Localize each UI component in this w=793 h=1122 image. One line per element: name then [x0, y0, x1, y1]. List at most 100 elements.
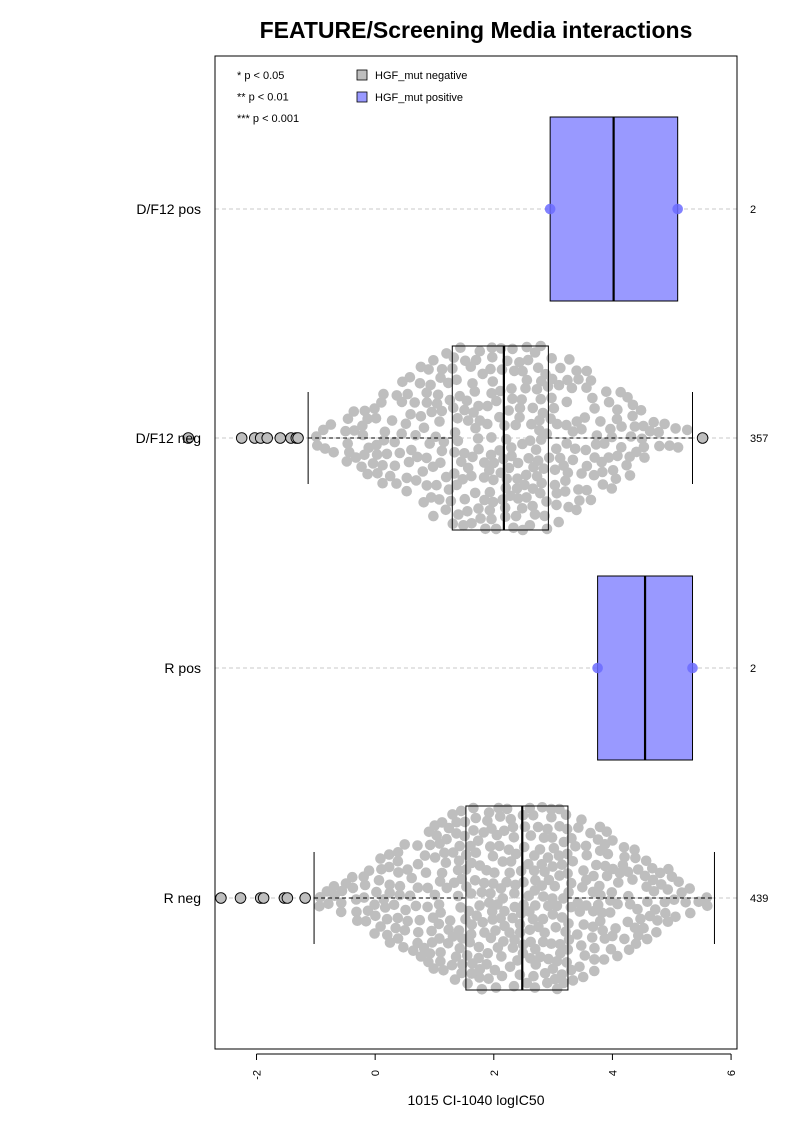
swarm-point [542, 852, 554, 863]
swarm-point [452, 890, 464, 902]
swarm-point [434, 876, 446, 887]
outlier-point [299, 892, 311, 904]
swarm-point [429, 889, 441, 901]
swarm-point [541, 523, 553, 535]
swarm-point [314, 901, 325, 912]
swarm-point [435, 457, 446, 469]
swarm-point [484, 505, 496, 516]
swarm-point [532, 455, 544, 467]
swarm-point [542, 823, 553, 835]
swarm-point [527, 810, 539, 821]
outlier-point [292, 432, 304, 444]
swarm-point [478, 827, 490, 838]
swarm-point [422, 882, 434, 894]
swarm-point [504, 867, 515, 879]
swarm-point [591, 859, 602, 871]
swarm-point [567, 975, 579, 986]
swarm-point [514, 357, 525, 368]
swarm-point [452, 435, 464, 447]
category-label: D/F12 pos [136, 201, 201, 217]
swarm-point [447, 847, 459, 858]
swarm-point [607, 930, 618, 942]
swarm-point [488, 474, 499, 486]
swarm-point [426, 406, 438, 418]
swarm-point [362, 413, 373, 425]
swarm-point [693, 896, 704, 908]
swarm-point [517, 365, 528, 377]
swarm-point [603, 396, 615, 408]
swarm-point [581, 849, 593, 861]
swarm-point [616, 442, 627, 453]
swarm-point [579, 950, 591, 961]
swarm-point [565, 877, 577, 889]
swarm-point [627, 399, 639, 411]
swarm-point [547, 861, 558, 872]
outlier-point [274, 432, 287, 444]
swarm-point [504, 961, 516, 973]
data-point [687, 662, 698, 674]
swarm-point [452, 413, 463, 424]
swarm-point [638, 441, 650, 453]
swarm-point [386, 415, 398, 426]
outlier-point [281, 892, 294, 904]
swarm-point [440, 471, 452, 483]
swarm-point [505, 813, 517, 825]
swarm-point [448, 877, 460, 889]
swarm-point [606, 887, 618, 898]
swarm-point [438, 436, 450, 448]
swarm-point [462, 415, 474, 426]
swarm-point [412, 882, 424, 893]
swarm-point [497, 893, 509, 904]
swarm-point [507, 912, 518, 924]
swarm-point [484, 897, 495, 908]
swarm-point [673, 876, 684, 888]
swarm-point [428, 355, 439, 366]
swarm-point [570, 841, 581, 852]
swarm-point [468, 825, 479, 836]
swarm-point [563, 918, 574, 929]
swarm-point [457, 959, 468, 970]
swarm-point [412, 451, 423, 463]
swarm-point [454, 840, 466, 852]
swarm-point [504, 927, 515, 938]
swarm-point [431, 830, 443, 841]
swarm-point [559, 486, 571, 497]
swarm-point [499, 905, 510, 917]
swarm-point [514, 969, 526, 981]
swarm-point [415, 951, 427, 962]
swarm-point [455, 805, 467, 817]
x-tick-label: 2 [489, 1070, 501, 1076]
swarm-point [547, 963, 559, 975]
swarm-point [630, 852, 641, 864]
swarm-point [607, 465, 619, 476]
swarm-point [592, 834, 604, 845]
swarm-point [486, 432, 497, 443]
swarm-point [508, 522, 519, 534]
swarm-point [342, 438, 354, 449]
swarm-point [447, 518, 459, 529]
swarm-point [588, 469, 600, 481]
swarm-point [629, 844, 640, 855]
swarm-point [589, 954, 600, 965]
swarm-point [420, 867, 432, 878]
swarm-point [391, 390, 403, 401]
swarm-point [447, 931, 459, 942]
swarm-point [641, 933, 653, 945]
swarm-point [581, 900, 592, 911]
swarm-point [455, 902, 466, 913]
swarm-point [604, 907, 616, 918]
swarm-point [394, 889, 406, 901]
swarm-point [528, 970, 539, 982]
swarm-point [476, 984, 488, 995]
swarm-point [392, 912, 404, 924]
category-label: D/F12 neg [136, 430, 201, 446]
swarm-point [516, 394, 527, 405]
x-axis: -2 0 2 4 6 [252, 1053, 738, 1080]
swarm-point [612, 450, 623, 462]
swarm-point [512, 473, 523, 485]
swarm-point [319, 443, 331, 454]
swarm-point [466, 857, 477, 869]
swarm-point [402, 915, 414, 927]
swarm-point [422, 901, 433, 913]
legend-swatch [356, 91, 368, 103]
